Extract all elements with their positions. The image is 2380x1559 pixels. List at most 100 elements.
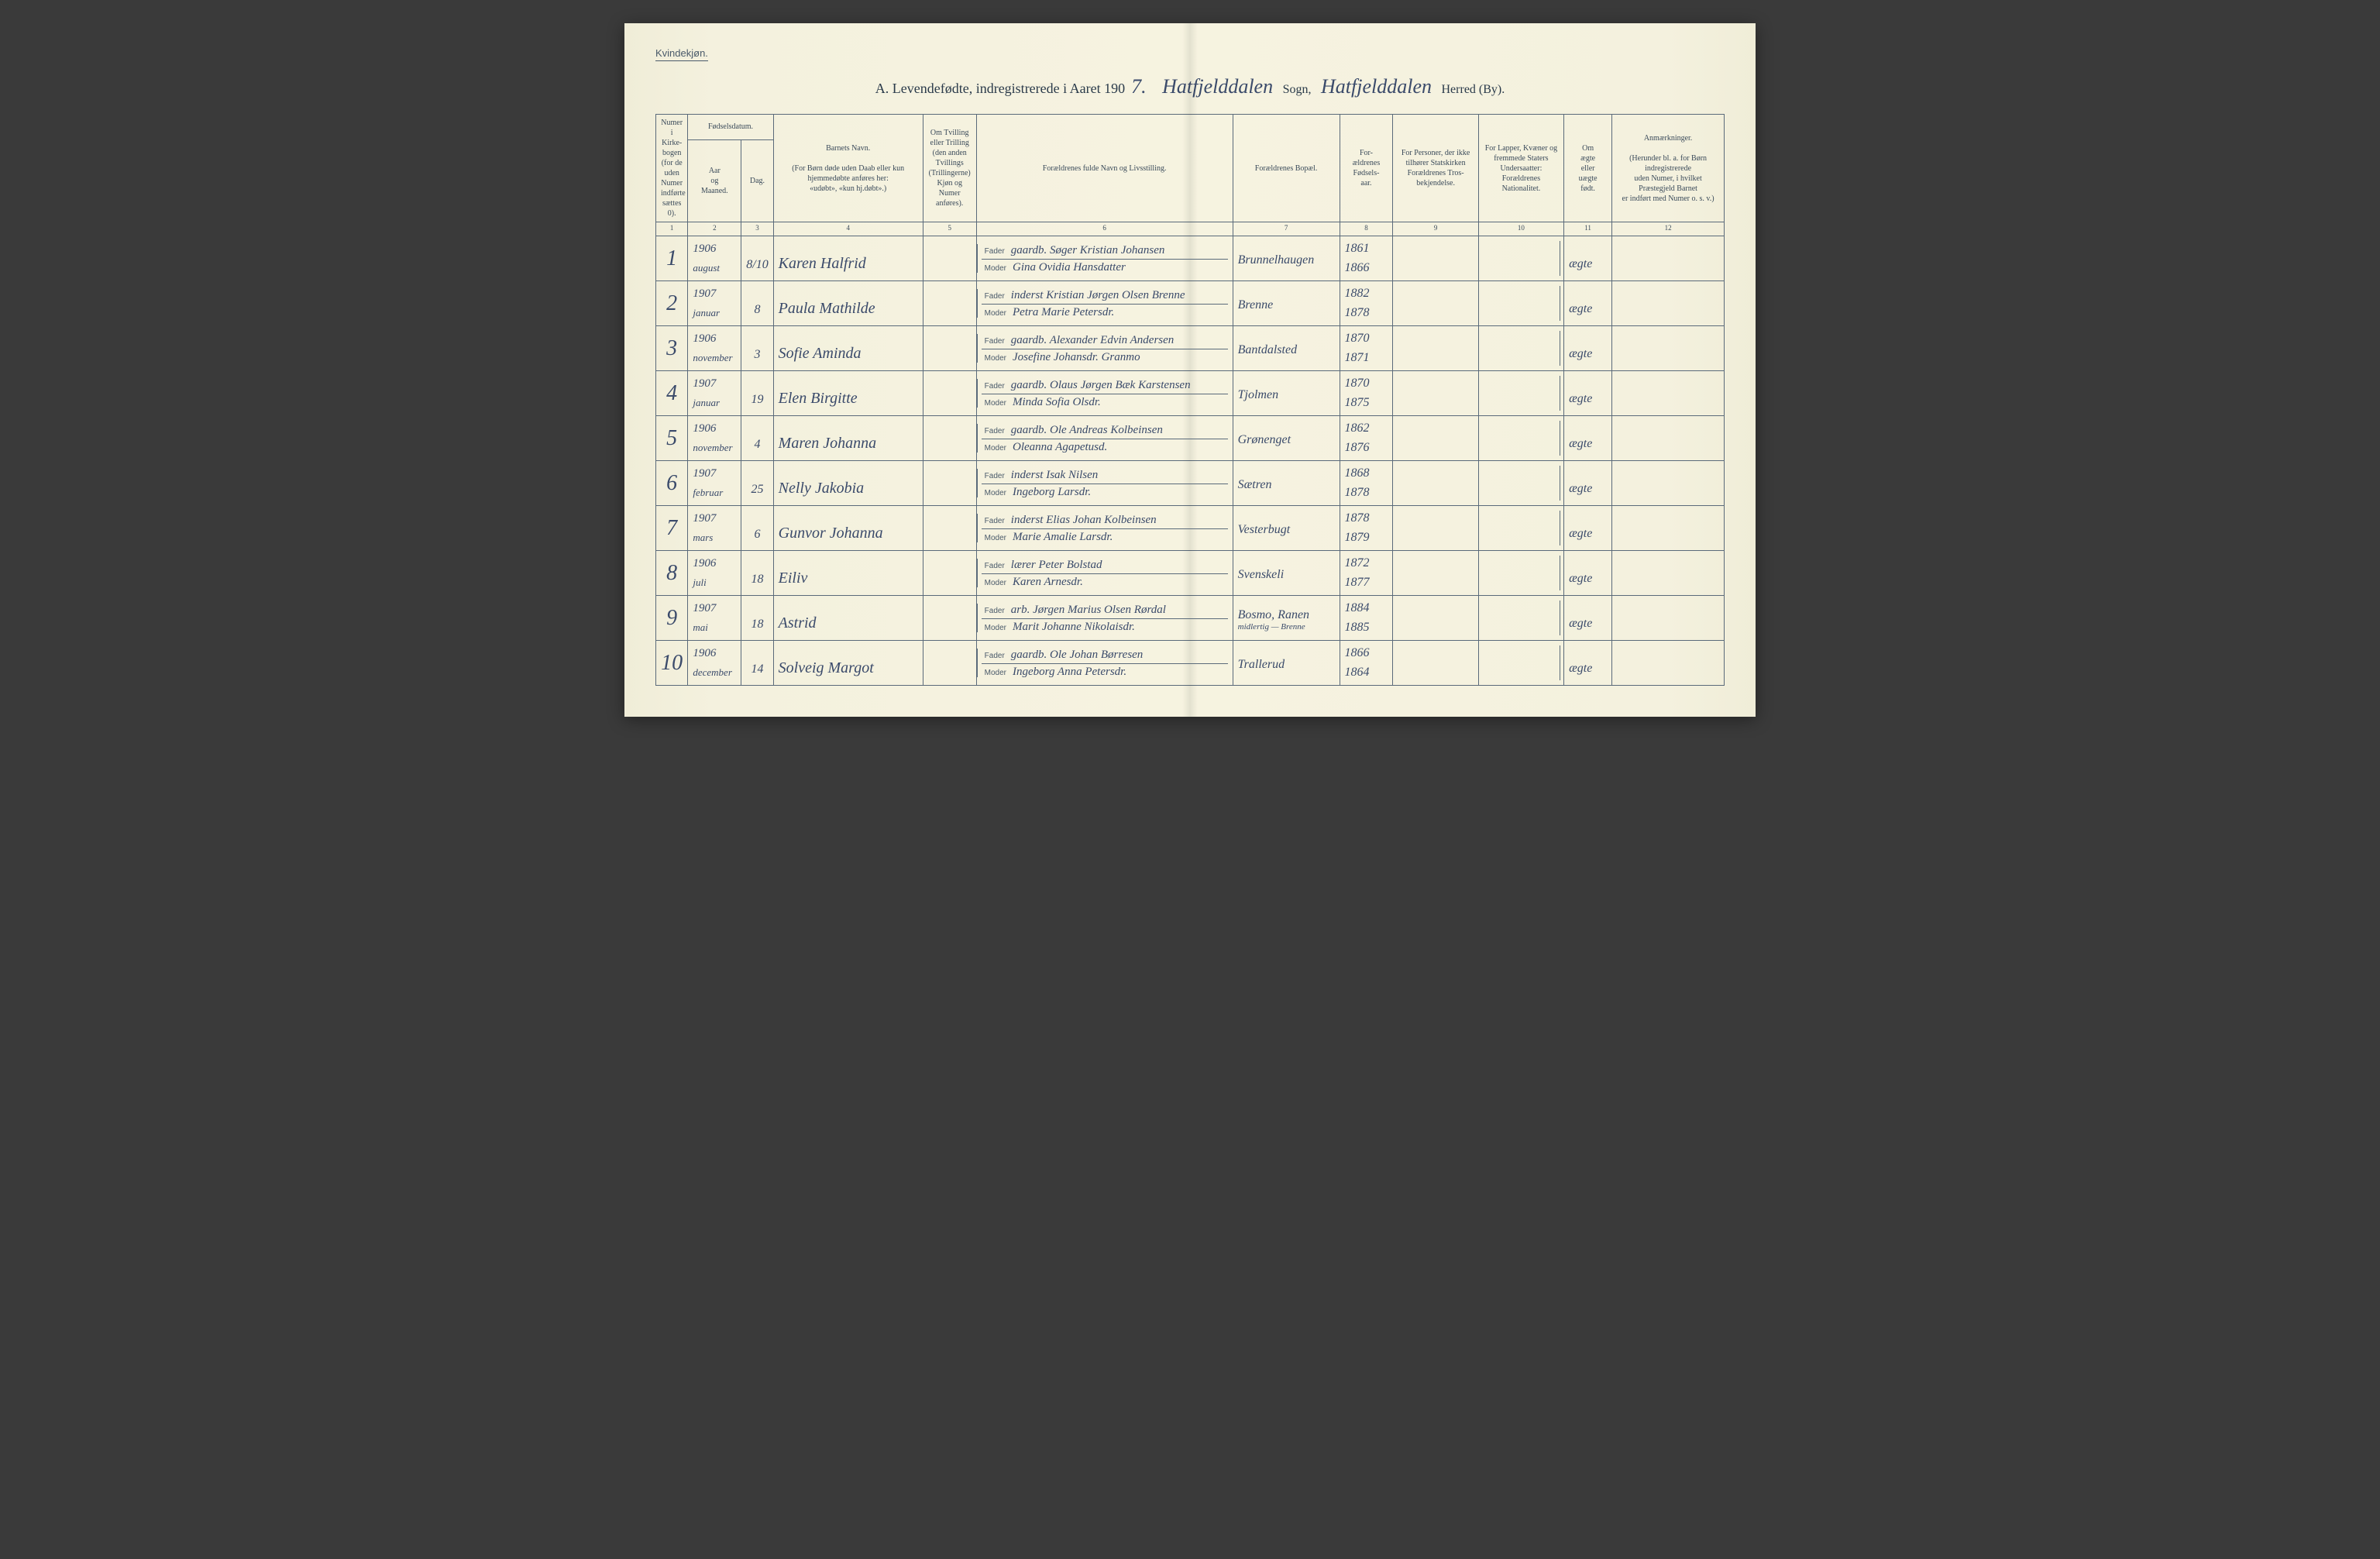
child-name: Nelly Jakobia (779, 469, 918, 497)
father-label: Fader (985, 562, 1005, 570)
cell-day: 18 (741, 551, 773, 596)
cell-child-name: Elen Birgitte (773, 371, 923, 416)
cell-twin (923, 641, 976, 686)
father-name: inderst Kristian Jørgen Olsen Brenne (1011, 289, 1185, 302)
cell-legitimacy: ægte (1564, 326, 1612, 371)
cell-remarks (1612, 371, 1725, 416)
father-birthyear: 1882 (1345, 287, 1388, 301)
mother-label: Moder (985, 669, 1006, 677)
cell-parent-years: 1866 1864 (1340, 641, 1393, 686)
header-parents: Forældrenes fulde Navn og Livsstilling. (976, 115, 1233, 222)
table-row: 6 1907 februar 25 Nelly Jakobia Fader in… (656, 461, 1725, 506)
birth-day: 18 (746, 560, 768, 587)
child-name: Gunvor Johanna (779, 514, 918, 542)
mother-name: Minda Sofia Olsdr. (1013, 396, 1101, 409)
header-residence: Forældrenes Bopæl. (1233, 115, 1340, 222)
birth-month: juli (693, 576, 736, 589)
mother-birthyear: 1876 (1345, 441, 1388, 455)
birth-year: 1907 (693, 467, 736, 480)
father-birthyear: 1861 (1345, 242, 1388, 256)
child-name: Astrid (779, 604, 918, 632)
birth-month: november (693, 442, 736, 454)
entry-number: 8 (661, 561, 683, 586)
cell-parents: Fader gaardb. Olaus Jørgen Bæk Karstense… (976, 371, 1233, 416)
father-birthyear: 1868 (1345, 466, 1388, 480)
birth-month: november (693, 352, 736, 364)
cell-twin (923, 326, 976, 371)
birth-month: mars (693, 532, 736, 544)
father-name: inderst Isak Nilsen (1011, 469, 1099, 482)
birth-day: 14 (746, 650, 768, 676)
colnum: 11 (1564, 222, 1612, 236)
cell-twin (923, 281, 976, 326)
cell-nationality (1478, 551, 1563, 596)
header-parent-birthyears: For- ældrenes Fødsels- aar. (1340, 115, 1393, 222)
mother-name: Ingeborg Anna Petersdr. (1013, 666, 1126, 679)
cell-twin (923, 461, 976, 506)
cell-religion (1393, 281, 1478, 326)
cell-nationality (1478, 641, 1563, 686)
cell-entry-number: 2 (656, 281, 688, 326)
mother-birthyear: 1878 (1345, 486, 1388, 500)
cell-religion (1393, 416, 1478, 461)
colnum: 4 (773, 222, 923, 236)
cell-parents: Fader inderst Elias Johan Kolbeinsen Mod… (976, 506, 1233, 551)
colnum: 6 (976, 222, 1233, 236)
birth-year: 1907 (693, 377, 736, 391)
cell-parents: Fader gaardb. Ole Andreas Kolbeinsen Mod… (976, 416, 1233, 461)
cell-legitimacy: ægte (1564, 281, 1612, 326)
cell-legitimacy: ægte (1564, 641, 1612, 686)
cell-entry-number: 7 (656, 506, 688, 551)
cell-legitimacy: ægte (1564, 416, 1612, 461)
residence: Sætren (1238, 475, 1335, 492)
father-birthyear: 1862 (1345, 422, 1388, 435)
header-entry-number: Numer i Kirke- bogen (for de uden Numer … (656, 115, 688, 222)
cell-nationality (1478, 371, 1563, 416)
cell-residence: Svenskeli (1233, 551, 1340, 596)
child-name: Elen Birgitte (779, 379, 918, 408)
cell-religion (1393, 461, 1478, 506)
cell-nationality (1478, 506, 1563, 551)
legitimacy: ægte (1569, 381, 1607, 406)
cell-legitimacy: ægte (1564, 371, 1612, 416)
birth-year: 1906 (693, 243, 736, 256)
cell-year-month: 1907 februar (688, 461, 741, 506)
cell-religion (1393, 236, 1478, 281)
entry-number: 2 (661, 291, 683, 316)
colnum: 9 (1393, 222, 1478, 236)
father-label: Fader (985, 427, 1005, 435)
mother-label: Moder (985, 624, 1006, 632)
cell-entry-number: 5 (656, 416, 688, 461)
table-body: 1 1906 august 8/10 Karen Halfrid Fader g… (656, 236, 1725, 686)
entry-number: 1 (661, 246, 683, 271)
mother-label: Moder (985, 579, 1006, 587)
cell-nationality (1478, 236, 1563, 281)
birth-month: januar (693, 397, 736, 409)
cell-child-name: Solveig Margot (773, 641, 923, 686)
birth-month: august (693, 262, 736, 274)
mother-birthyear: 1875 (1345, 396, 1388, 410)
residence-note: midlertig — Brenne (1238, 622, 1335, 632)
mother-name: Petra Marie Petersdr. (1013, 306, 1114, 319)
table-row: 4 1907 januar 19 Elen Birgitte Fader gaa… (656, 371, 1725, 416)
birth-day: 18 (746, 605, 768, 632)
header-child-name: Barnets Navn. (For Børn døde uden Daab e… (773, 115, 923, 222)
ledger-page: Kvindekjøn. A. Levendefødte, indregistre… (624, 23, 1756, 717)
father-label: Fader (985, 247, 1005, 256)
cell-entry-number: 1 (656, 236, 688, 281)
cell-entry-number: 9 (656, 596, 688, 641)
mother-name: Marit Johanne Nikolaisdr. (1013, 621, 1135, 634)
father-label: Fader (985, 337, 1005, 346)
cell-day: 8 (741, 281, 773, 326)
table-row: 8 1906 juli 18 Eiliv Fader lærer Peter B… (656, 551, 1725, 596)
cell-parents: Fader gaardb. Alexander Edvin Andersen M… (976, 326, 1233, 371)
cell-parent-years: 1870 1875 (1340, 371, 1393, 416)
colnum: 5 (923, 222, 976, 236)
table-row: 2 1907 januar 8 Paula Mathilde Fader ind… (656, 281, 1725, 326)
cell-child-name: Paula Mathilde (773, 281, 923, 326)
header-remarks: Anmærkninger. (Herunder bl. a. for Børn … (1612, 115, 1725, 222)
residence: Bosmo, Ranen (1238, 605, 1335, 622)
entry-number: 5 (661, 426, 683, 451)
cell-remarks (1612, 236, 1725, 281)
child-name: Solveig Margot (779, 649, 918, 677)
